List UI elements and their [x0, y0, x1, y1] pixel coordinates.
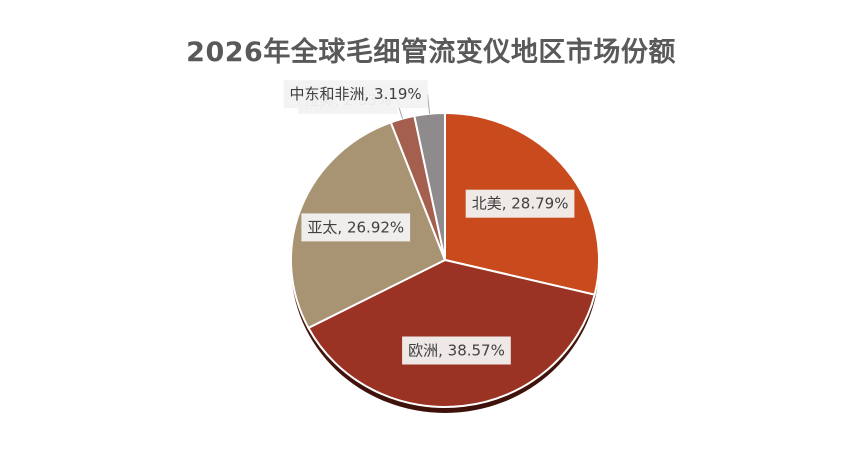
data-label-europe: 欧洲, 38.57%: [402, 336, 511, 365]
data-label-asia-pacific: 亚太, 26.92%: [301, 213, 411, 242]
pie-slice-europe: [307, 258, 596, 408]
pie-slice-middle-east-africa: [413, 111, 446, 261]
chart-title: 2026年全球毛细管流变仪地区市场份额: [186, 37, 676, 68]
data-label-text-europe: 欧洲, 38.57%: [408, 342, 505, 360]
data-label-box-asia-pacific: [301, 213, 411, 242]
data-label-north-america: 北美, 28.79%: [465, 189, 575, 218]
data-label-text-middle-east-africa: 中东和非洲, 3.19%: [289, 85, 421, 103]
data-label-box-middle-east-africa: [283, 80, 428, 109]
data-labels: 北美, 28.79%欧洲, 38.57%亚太, 26.92%拉美, 2.53%中…: [283, 80, 575, 365]
leader-line-middle-east-africa: [427, 94, 431, 114]
data-label-text-asia-pacific: 亚太, 26.92%: [307, 218, 404, 236]
data-label-text-north-america: 北美, 28.79%: [472, 195, 569, 213]
data-label-box-north-america: [465, 189, 575, 218]
data-label-box-europe: [402, 336, 511, 365]
data-label-middle-east-africa: 中东和非洲, 3.19%: [283, 80, 428, 109]
